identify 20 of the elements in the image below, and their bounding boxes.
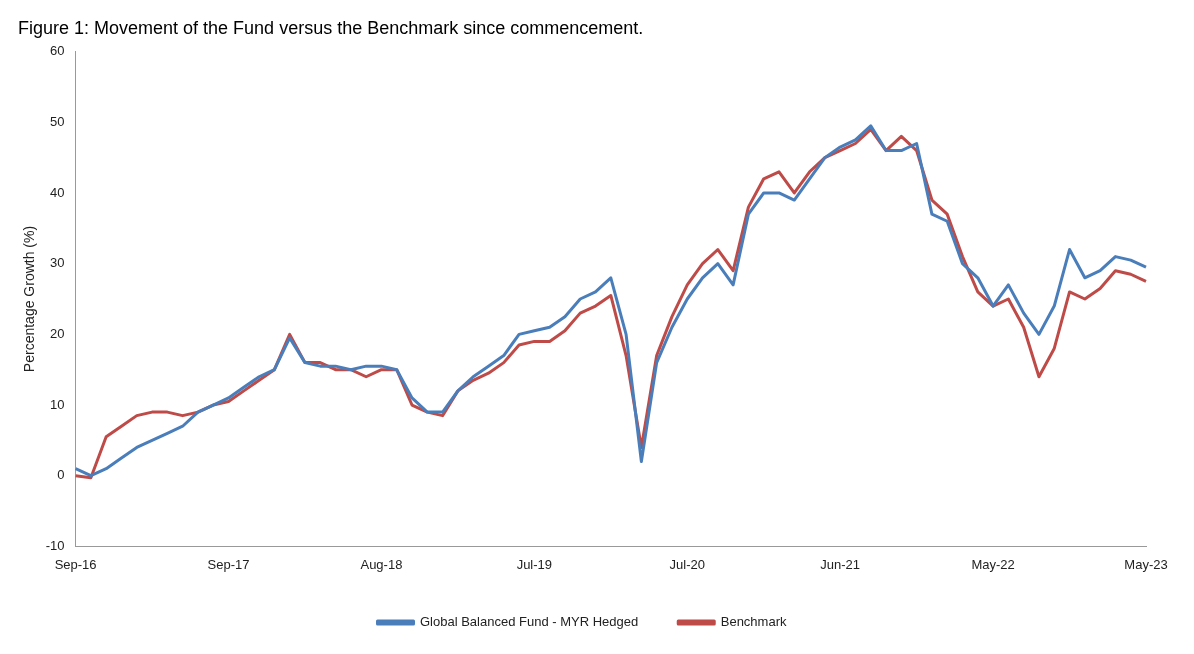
x-tick-label: Jul-19 [516, 556, 553, 572]
y-axis-title: Percentage Growth (%) [21, 225, 38, 373]
y-tick-label: 30 [50, 255, 65, 271]
y-tick-label: 0 [57, 467, 65, 483]
y-tick-label: 40 [50, 184, 65, 200]
y-tick-label: 20 [50, 325, 65, 341]
y-tick-label: 10 [50, 396, 65, 412]
x-tick-label: Sep-17 [207, 556, 250, 572]
x-tick-label: Sep-16 [54, 556, 97, 572]
x-tick-label: May-23 [1124, 556, 1168, 572]
x-tick-label: Jun-21 [820, 556, 861, 572]
y-tick-label: -10 [45, 537, 65, 553]
legend-label: Global Balanced Fund - MYR Hedged [420, 614, 639, 630]
x-tick-label: Aug-18 [360, 556, 403, 572]
chart-title: Figure 1: Movement of the Fund versus the Benchmark since commencement. [18, 17, 644, 38]
legend-label: Benchmark [720, 614, 787, 630]
x-tick-label: May-22 [971, 556, 1015, 572]
y-tick-label: 50 [50, 113, 65, 129]
y-tick-label: 60 [50, 43, 65, 59]
x-tick-label: Jul-20 [669, 556, 705, 572]
